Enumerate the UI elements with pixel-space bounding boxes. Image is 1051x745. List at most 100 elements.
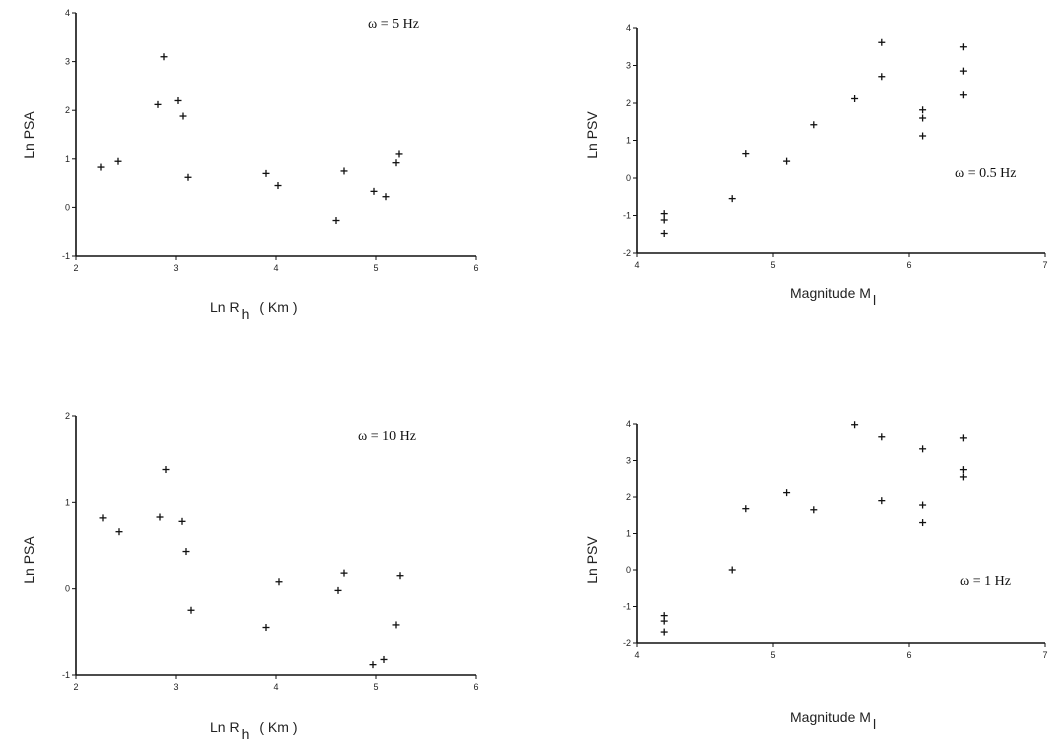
x-tick-label: 7 [1042, 650, 1047, 660]
data-point [878, 73, 886, 81]
chart-panel-tr: -2 -1 0 1 2 3 4 4 5 6 7 ω = 0.5 Hz Ln PSV Magnitude M… [584, 23, 1048, 308]
x-tick-label: 5 [373, 263, 378, 273]
data-point [392, 621, 400, 629]
data-point [660, 617, 668, 625]
data-point [274, 182, 282, 190]
x-tick-label: 4 [634, 260, 639, 270]
x-tick-label: 2 [73, 263, 78, 273]
data-point [340, 167, 348, 175]
x-tick-label: 5 [770, 260, 775, 270]
data-point [742, 150, 750, 158]
y-tick-label: 0 [65, 202, 70, 212]
data-point [392, 159, 400, 167]
data-point [919, 519, 927, 527]
frequency-annotation: ω = 1 Hz [960, 574, 1011, 589]
data-point [851, 95, 859, 102]
y-tick-label: 0 [626, 173, 631, 183]
x-tick-label: 2 [73, 682, 78, 692]
data-point [959, 473, 967, 481]
data-point [851, 421, 859, 429]
data-point [184, 173, 192, 181]
data-point [275, 578, 283, 586]
data-point [162, 466, 170, 474]
y-tick-label: 2 [626, 98, 631, 108]
data-point [742, 505, 750, 513]
x-tick-label: 3 [173, 263, 178, 273]
x-tick-label: 3 [173, 682, 178, 692]
data-point [160, 53, 168, 61]
y-tick-label: 0 [626, 565, 631, 575]
y-tick-label: 3 [65, 57, 70, 67]
data-point [783, 157, 791, 165]
data-point [878, 433, 886, 441]
data-point [959, 91, 967, 99]
data-point [382, 193, 390, 201]
y-tick-label: 1 [65, 497, 70, 507]
data-point [783, 489, 791, 497]
data-point [660, 216, 668, 224]
data-point [660, 210, 668, 218]
data-point [97, 163, 105, 171]
y-tick-label: -2 [623, 638, 631, 648]
y-axis-label: Ln PSA [21, 111, 37, 159]
data-point [959, 466, 967, 474]
x-tick-label: 5 [373, 682, 378, 692]
y-tick-label: 0 [65, 584, 70, 594]
data-point [878, 38, 886, 46]
x-tick-label: 4 [634, 650, 639, 660]
y-tick-label: -1 [623, 211, 631, 221]
data-point [114, 157, 122, 165]
x-tick-label: 6 [473, 263, 478, 273]
data-point [810, 506, 818, 514]
data-point [919, 501, 927, 509]
x-tick-label: 4 [273, 682, 278, 692]
data-point [380, 655, 388, 663]
y-tick-label: 1 [65, 154, 70, 164]
y-axis-label: Ln PSV [584, 111, 600, 159]
frequency-annotation: ω = 5 Hz [368, 17, 419, 32]
data-point [182, 548, 190, 556]
y-tick-label: -1 [62, 251, 70, 261]
y-tick-label: 1 [626, 529, 631, 539]
y-tick-label: 4 [626, 419, 631, 429]
data-point [178, 517, 186, 525]
data-point [919, 106, 927, 114]
data-point [660, 230, 668, 237]
data-point [334, 586, 342, 594]
data-point [187, 606, 195, 614]
y-tick-label: -1 [623, 602, 631, 612]
data-point [728, 566, 736, 574]
y-tick-label: -1 [62, 670, 70, 680]
data-point [174, 96, 182, 104]
data-point [810, 121, 818, 129]
data-point [370, 187, 378, 195]
y-tick-label: 2 [626, 492, 631, 502]
y-tick-label: 2 [65, 411, 70, 421]
x-tick-label: 6 [473, 682, 478, 692]
data-point [919, 132, 927, 140]
y-tick-label: 4 [65, 8, 70, 18]
data-point [959, 43, 967, 51]
frequency-annotation: ω = 0.5 Hz [955, 166, 1016, 181]
data-point [660, 628, 668, 636]
y-tick-label: 3 [626, 61, 631, 71]
data-point [179, 112, 187, 120]
frequency-annotation: ω = 10 Hz [358, 429, 416, 444]
x-tick-label: 6 [906, 260, 911, 270]
y-tick-label: 3 [626, 456, 631, 466]
data-point [332, 217, 340, 225]
x-tick-label: 4 [273, 263, 278, 273]
x-tick-label: 6 [906, 650, 911, 660]
y-tick-label: -2 [623, 248, 631, 258]
y-axis-label: Ln PSV [584, 536, 600, 584]
y-tick-label: 4 [626, 23, 631, 33]
data-point [919, 114, 927, 122]
data-point [99, 514, 107, 522]
